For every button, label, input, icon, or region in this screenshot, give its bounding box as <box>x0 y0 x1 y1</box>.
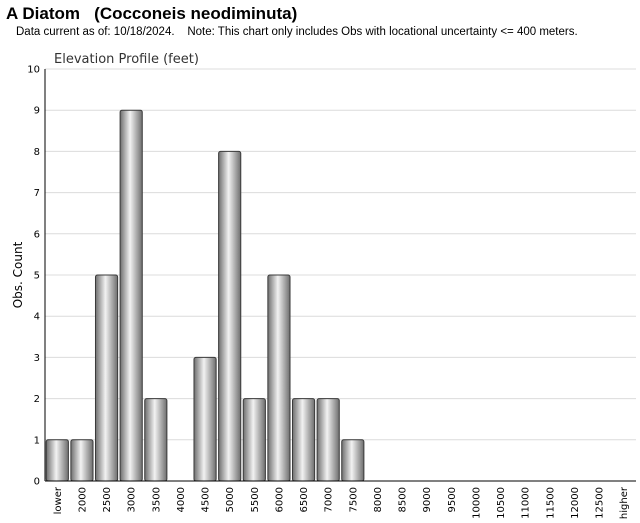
x-tick-label-10000: 10000 <box>471 487 482 519</box>
bar-3500 <box>144 398 168 482</box>
bar-6500 <box>291 398 316 482</box>
axes: 0 1 2 3 4 5 6 7 8 9 10 lower 2000 2500 3000 3500 4000 450… <box>27 65 636 519</box>
x-tick-label-2500: 2500 <box>102 487 113 512</box>
x-tick-label-8500: 8500 <box>398 487 409 512</box>
x-tick-label-3000: 3000 <box>127 487 138 512</box>
chart-title-header: A Diatom (Cocconeis neodiminuta) <box>6 4 298 23</box>
x-tick-label-6000: 6000 <box>274 487 285 512</box>
bar-7500 <box>341 439 365 482</box>
y-tick-label: 0 <box>34 477 40 488</box>
x-tick-label-12500: 12500 <box>595 487 606 519</box>
y-tick-label: 4 <box>34 312 40 323</box>
x-tick-label-4500: 4500 <box>201 487 212 512</box>
x-tick-label-2000: 2000 <box>77 487 88 512</box>
x-tick-label-8000: 8000 <box>373 487 384 512</box>
y-tick-label: 5 <box>34 271 40 282</box>
bar-3000 <box>119 109 143 482</box>
x-tick-label-3500: 3500 <box>151 487 162 512</box>
x-tick-label-10500: 10500 <box>496 487 507 519</box>
x-tick-label-7000: 7000 <box>324 487 335 512</box>
y-tick-label: 8 <box>34 147 40 158</box>
bar-6000 <box>267 274 291 482</box>
x-tick-label-9000: 9000 <box>422 487 433 512</box>
bar-5000 <box>218 150 242 482</box>
y-axis-label: Obs. Count <box>11 241 25 308</box>
x-tick-label-4000: 4000 <box>176 487 187 512</box>
y-tick-label: 2 <box>34 394 40 405</box>
x-tick-label-11000: 11000 <box>521 487 532 519</box>
bar-2000 <box>70 439 94 482</box>
bar-2500 <box>94 274 119 482</box>
y-tick-label: 6 <box>34 229 40 240</box>
bar-7000 <box>316 398 340 482</box>
y-tick-label: 3 <box>34 353 40 364</box>
bars <box>45 109 365 482</box>
plot-title: Elevation Profile (feet) <box>54 52 199 67</box>
x-tick-label-9500: 9500 <box>447 487 458 512</box>
x-tick-label-higher: higher <box>619 486 630 519</box>
chart-subtitle-note: Data current as of: 10/18/2024. Note: Th… <box>16 26 578 38</box>
y-tick-label: 10 <box>27 65 40 76</box>
x-tick-label-5000: 5000 <box>225 487 236 512</box>
y-tick-label: 7 <box>34 188 40 199</box>
bar-5500 <box>242 398 266 482</box>
y-tick-label: 1 <box>34 435 40 446</box>
x-tick-label-lower: lower <box>53 486 64 514</box>
x-tick-label-7500: 7500 <box>348 487 359 512</box>
x-tick-label-5500: 5500 <box>250 487 261 512</box>
x-tick-label-6500: 6500 <box>299 487 310 512</box>
bar-lower <box>45 439 69 482</box>
x-tick-label-11500: 11500 <box>545 487 556 519</box>
gridlines <box>45 68 636 441</box>
bar-4500 <box>193 356 217 482</box>
y-tick-label: 9 <box>34 106 40 117</box>
x-tick-label-12000: 12000 <box>570 487 581 519</box>
